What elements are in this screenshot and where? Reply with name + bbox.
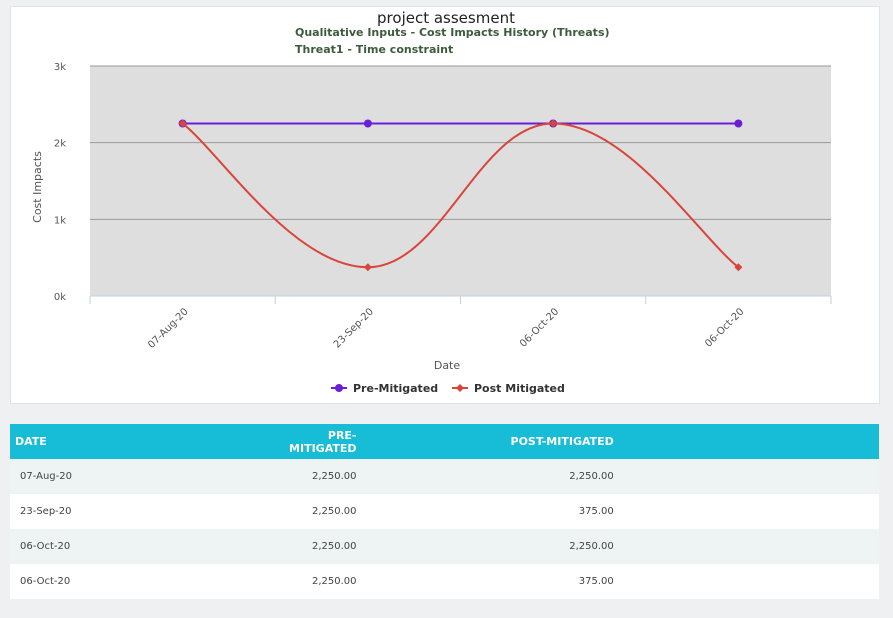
chart-subtitle-threat: Threat1 - Time constraint (295, 43, 453, 56)
cell-date: 07-Aug-20 (10, 459, 267, 494)
table-row: 07-Aug-20 2,250.00 2,250.00 (10, 459, 879, 494)
y-tick-label: 2k (54, 139, 66, 150)
point-post-mitigated (734, 263, 743, 272)
cost-impacts-table: DATE PRE-MITIGATED POST-MITIGATED 07-Aug… (10, 424, 879, 599)
chart-card: project assesment Qualitative Inputs - C… (10, 6, 880, 404)
cell-date: 23-Sep-20 (10, 494, 267, 529)
legend-marker-pre-mitigated (335, 384, 343, 392)
y-tick-label: 0k (54, 292, 66, 303)
legend-label-post-mitigated: Post Mitigated (474, 382, 565, 395)
x-axis-label: Date (434, 359, 461, 372)
cell-filler (613, 459, 879, 494)
x-tick-label: 07-Aug-20 (146, 306, 191, 351)
cell-filler (613, 529, 879, 564)
cost-impacts-chart: project assesment Qualitative Inputs - C… (31, 9, 832, 395)
y-tick-label: 1k (54, 215, 66, 226)
table-row: 23-Sep-20 2,250.00 375.00 (10, 494, 879, 529)
cell-post-mitigated: 2,250.00 (356, 459, 614, 494)
point-pre-mitigated (734, 119, 743, 128)
legend-label-pre-mitigated: Pre-Mitigated (353, 382, 438, 395)
header-filler (613, 424, 879, 459)
point-pre-mitigated (363, 119, 372, 128)
series-line-post-mitigated (182, 122, 739, 269)
cell-pre-mitigated: 2,250.00 (266, 459, 357, 494)
x-tick-label: 06-Oct-20 (518, 306, 561, 349)
chart-subtitle: Qualitative Inputs - Cost Impacts Histor… (295, 26, 610, 39)
x-tick-label: 23-Sep-20 (332, 306, 376, 350)
header-date[interactable]: DATE (10, 424, 267, 459)
point-post-mitigated (178, 119, 187, 128)
cell-pre-mitigated: 2,250.00 (266, 529, 357, 564)
chart-title: project assesment (377, 9, 515, 27)
cell-pre-mitigated: 2,250.00 (266, 564, 357, 599)
plot-background (90, 66, 831, 296)
x-tick-label: 06-Oct-20 (703, 306, 746, 349)
table-header-row: DATE PRE-MITIGATED POST-MITIGATED (10, 424, 879, 459)
cell-date: 06-Oct-20 (10, 529, 267, 564)
cell-post-mitigated: 375.00 (356, 564, 614, 599)
cell-pre-mitigated: 2,250.00 (266, 494, 357, 529)
chart-legend: Pre-Mitigated Post Mitigated (331, 382, 565, 395)
cell-date: 06-Oct-20 (10, 564, 267, 599)
header-pre-mitigated[interactable]: PRE-MITIGATED (266, 424, 357, 459)
y-axis-label: Cost Impacts (31, 151, 44, 223)
table-row: 06-Oct-20 2,250.00 2,250.00 (10, 529, 879, 564)
table-row: 06-Oct-20 2,250.00 375.00 (10, 564, 879, 599)
cell-filler (613, 494, 879, 529)
cell-post-mitigated: 375.00 (356, 494, 614, 529)
cell-post-mitigated: 2,250.00 (356, 529, 614, 564)
point-post-mitigated (363, 263, 372, 272)
plot-area: 0k 1k 2k 3k 07-Aug-20 23-Sep-20 06-Oct-20 06-Oc… (54, 62, 832, 351)
point-post-mitigated (549, 119, 558, 128)
cell-filler (613, 564, 879, 599)
legend-marker-post-mitigated (456, 384, 464, 392)
header-post-mitigated[interactable]: POST-MITIGATED (356, 424, 614, 459)
y-tick-label: 3k (54, 62, 66, 73)
